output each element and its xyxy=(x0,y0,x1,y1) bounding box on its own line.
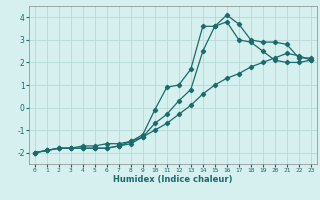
X-axis label: Humidex (Indice chaleur): Humidex (Indice chaleur) xyxy=(113,175,233,184)
